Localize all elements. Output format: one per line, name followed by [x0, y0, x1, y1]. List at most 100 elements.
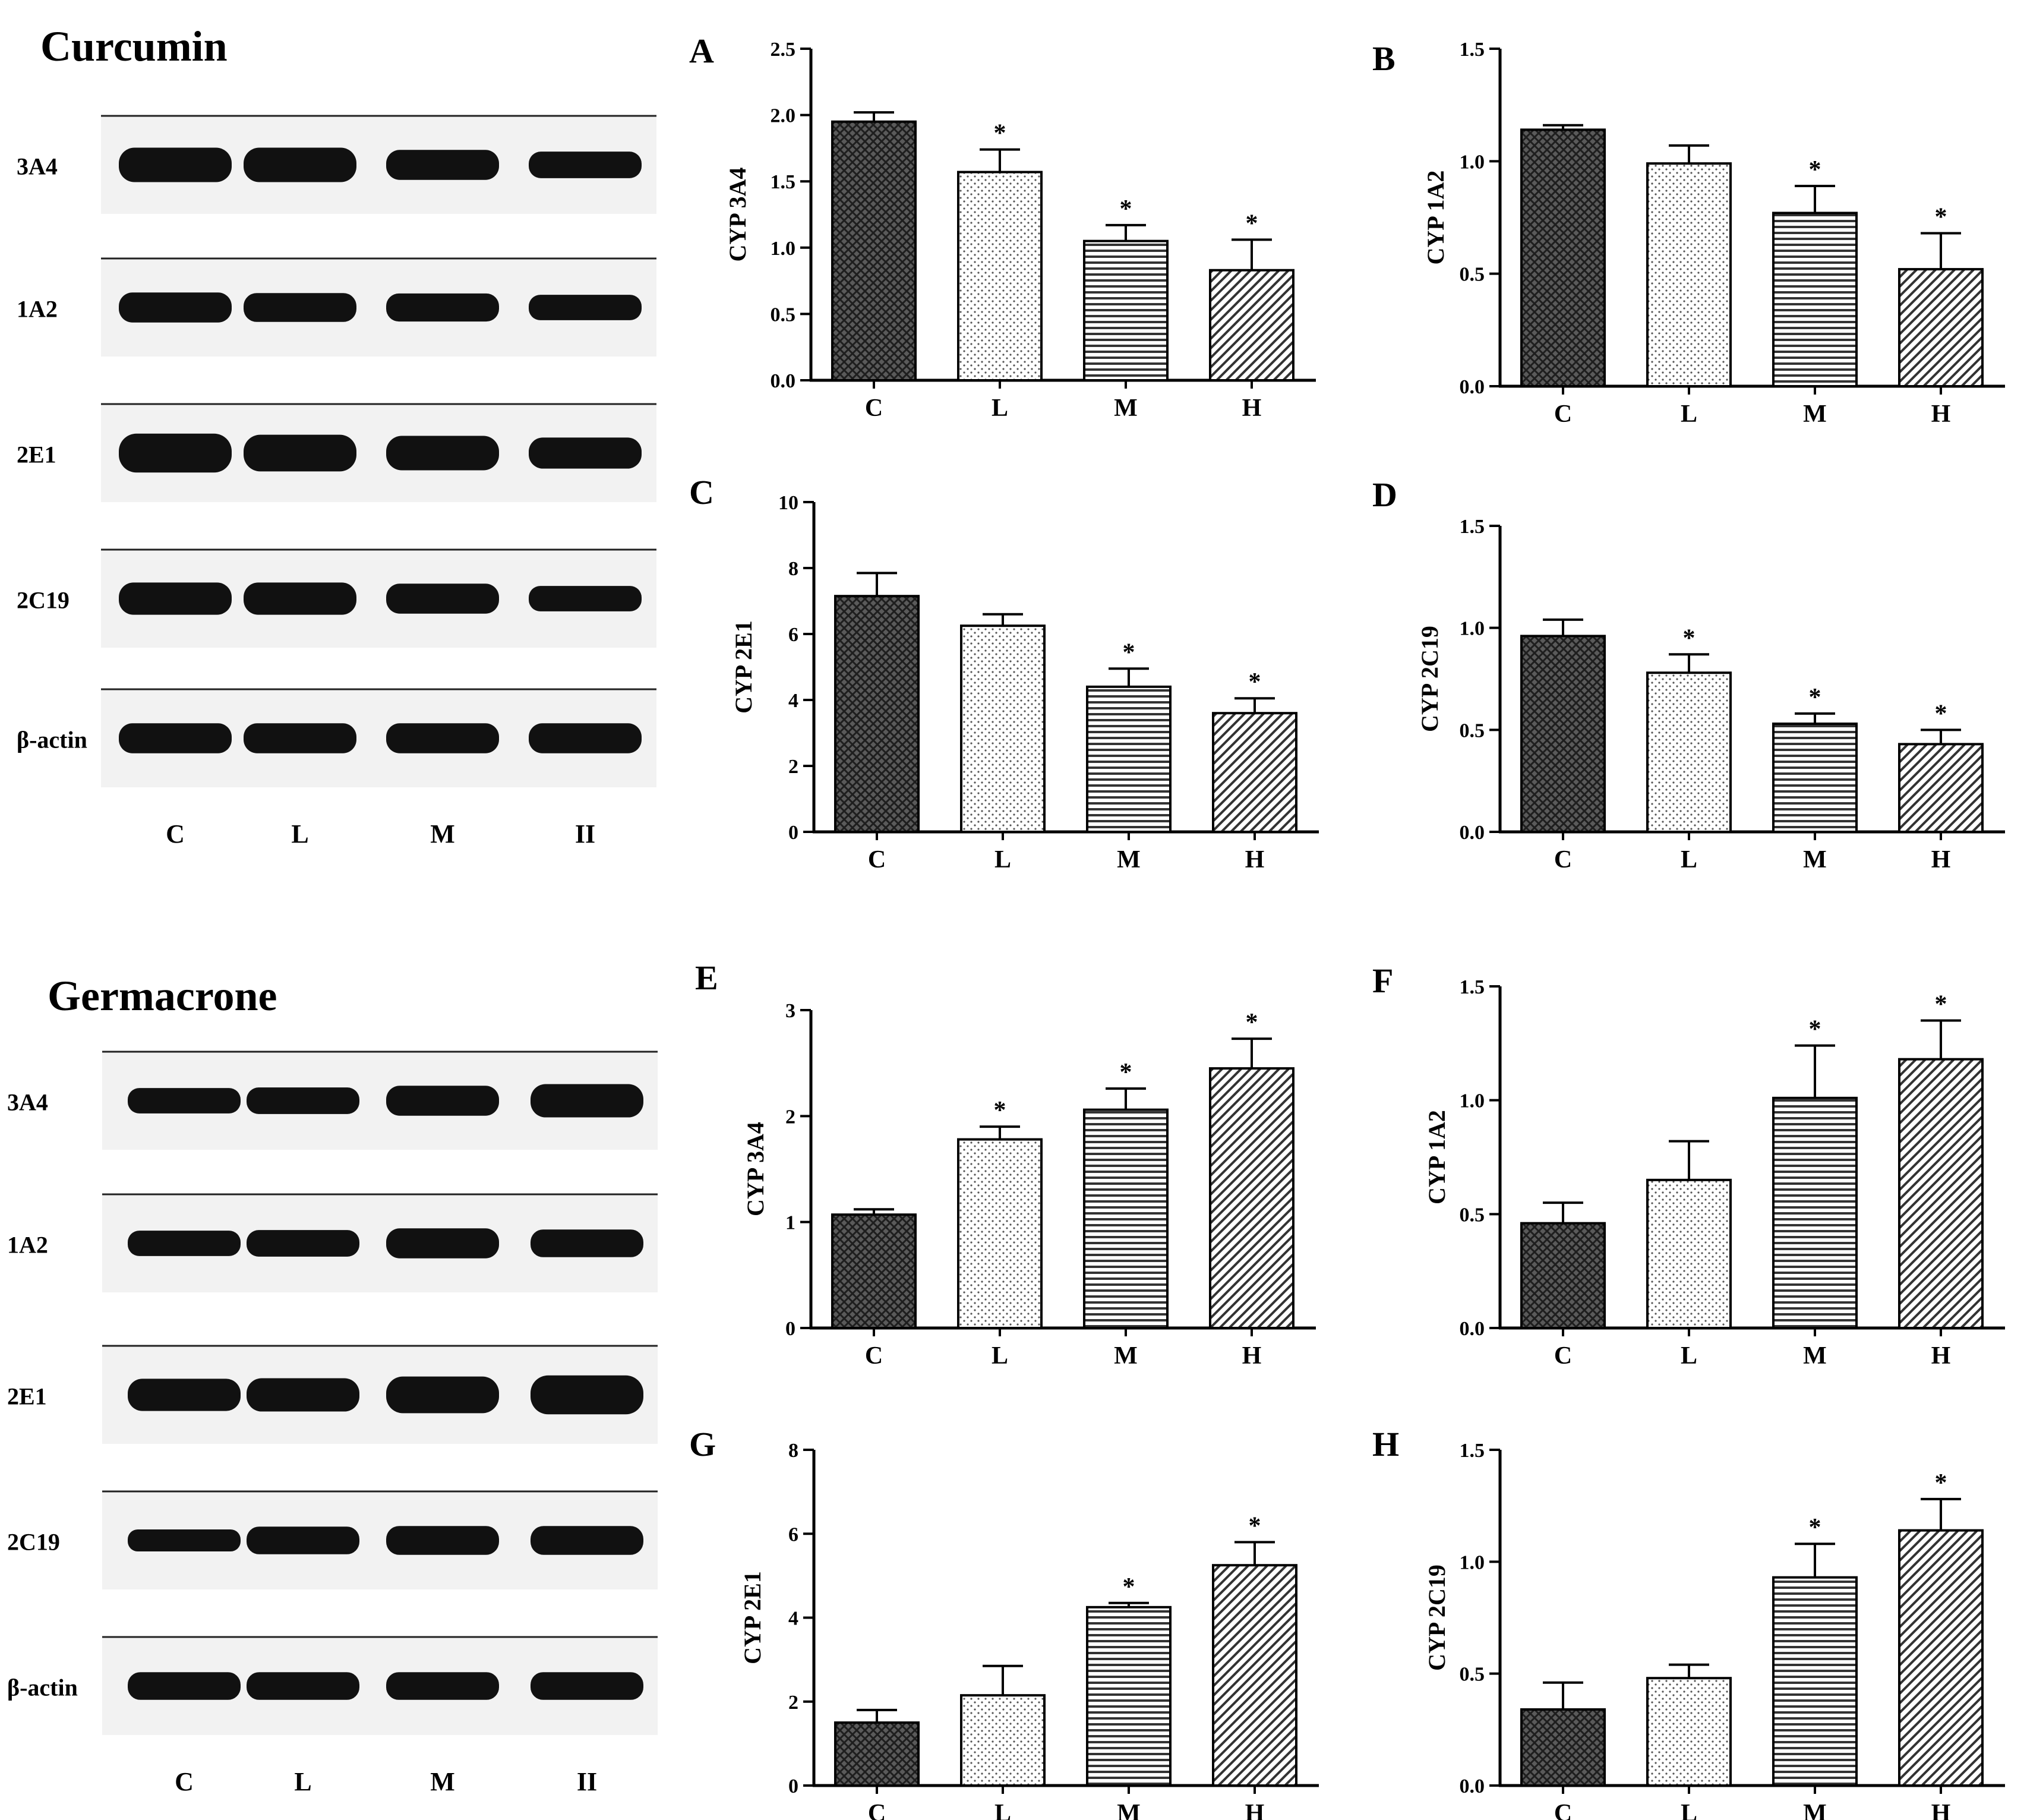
blot-band — [128, 1529, 241, 1552]
blot-band — [244, 147, 356, 182]
y-tick-label: 0.0 — [1460, 1775, 1485, 1797]
y-tick-label: 1.0 — [1460, 151, 1485, 173]
bar — [1898, 1529, 1984, 1787]
blot-row-label: β-actin — [17, 727, 87, 753]
bar — [1520, 1222, 1606, 1330]
y-tick-label: 2 — [788, 756, 798, 778]
bar — [1898, 1058, 1984, 1329]
blot-row-label: 2E1 — [7, 1383, 47, 1410]
blot-row-label: β-actin — [7, 1674, 78, 1701]
x-tick-label: M — [1117, 846, 1141, 873]
blot-band — [386, 436, 499, 471]
bar — [1646, 1677, 1732, 1787]
blot-band — [244, 434, 356, 472]
bar — [1772, 1096, 1858, 1330]
blot-row: β-actin — [7, 1636, 658, 1735]
x-tick-label: M — [1117, 1800, 1141, 1820]
blot-band — [247, 1526, 359, 1554]
y-axis-label: CYP 1A2 — [1423, 1110, 1450, 1204]
blot-band — [119, 292, 232, 323]
x-tick-label: L — [994, 846, 1011, 873]
y-tick-label: 0.0 — [1460, 822, 1485, 844]
bar — [834, 595, 920, 833]
x-tick-label: H — [1242, 395, 1262, 422]
blot-band — [128, 1379, 241, 1411]
blot-band — [247, 1378, 359, 1412]
bar — [1646, 162, 1732, 387]
panel-letter: B — [1372, 39, 1395, 78]
x-tick-label: L — [992, 395, 1008, 422]
y-tick-label: 8 — [788, 1440, 798, 1462]
x-tick-label: H — [1931, 846, 1951, 873]
blot-band — [529, 152, 642, 178]
x-tick-label: C — [865, 395, 883, 422]
x-tick-label: H — [1242, 1342, 1262, 1370]
y-tick-label: 0.0 — [771, 370, 796, 392]
chart-panel-B: B CYP 1A2 0.0 0.5 1.0 1.5 C L * M * H — [1372, 39, 2005, 428]
significance-marker: * — [1683, 624, 1696, 652]
y-tick-label: 6 — [788, 1523, 798, 1545]
y-axis-label: CYP 1A2 — [1422, 171, 1449, 265]
bar — [1086, 685, 1172, 834]
x-tick-label: M — [1803, 1342, 1827, 1370]
blot-row: β-actin — [17, 688, 656, 787]
blot-band — [119, 723, 232, 753]
blot-band — [386, 293, 499, 322]
panel-letter: G — [689, 1425, 716, 1463]
bar — [1212, 712, 1297, 833]
blot-band — [386, 583, 499, 614]
blot-band — [386, 1376, 499, 1414]
lane-label: II — [575, 819, 595, 849]
x-tick-label: H — [1245, 1800, 1265, 1820]
y-tick-label: 1.0 — [771, 238, 796, 260]
significance-marker: * — [994, 1097, 1006, 1124]
y-tick-label: 1.5 — [1460, 516, 1485, 538]
x-tick-label: H — [1245, 846, 1265, 873]
y-tick-label: 4 — [788, 1608, 798, 1630]
bar — [960, 1694, 1046, 1787]
blot-row-label: 3A4 — [7, 1089, 48, 1116]
x-tick-label: L — [1681, 1800, 1697, 1820]
blot-band — [529, 723, 642, 753]
y-tick-label: 0 — [785, 1318, 795, 1340]
chart-panel-G: G CYP 2E1 0 2 4 6 8 C L * M * H — [689, 1425, 1319, 1820]
bar — [1086, 1605, 1172, 1787]
blot-row: 1A2 — [7, 1193, 658, 1292]
y-tick-label: 1.5 — [1460, 976, 1485, 998]
significance-marker: * — [1935, 204, 1947, 231]
significance-marker: * — [1246, 210, 1258, 237]
bar — [831, 1213, 917, 1330]
blot-band — [128, 1672, 241, 1700]
lane-label: II — [577, 1767, 597, 1796]
significance-marker: * — [1120, 1059, 1132, 1086]
chart-panel-H: H CYP 2C19 0.0 0.5 1.0 1.5 C L * M * H — [1372, 1425, 2005, 1820]
x-tick-label: L — [1681, 400, 1697, 428]
y-tick-label: 4 — [788, 690, 798, 712]
x-tick-label: L — [992, 1342, 1008, 1370]
y-tick-label: 1 — [785, 1212, 795, 1234]
blot-band — [531, 1672, 643, 1700]
x-tick-label: M — [1803, 846, 1827, 873]
y-axis-label: CYP 3A4 — [742, 1122, 769, 1216]
y-tick-label: 1.5 — [1460, 39, 1485, 61]
bar — [831, 120, 917, 381]
x-tick-label: C — [868, 846, 886, 873]
lane-label: C — [166, 819, 185, 849]
significance-marker: * — [1809, 156, 1821, 184]
blot-band — [531, 1084, 643, 1118]
y-tick-label: 0.5 — [1460, 720, 1485, 742]
bar — [1520, 1708, 1606, 1787]
blot-row: 2E1 — [7, 1345, 658, 1444]
lane-label: L — [294, 1767, 311, 1796]
significance-marker: * — [1249, 668, 1261, 696]
x-tick-label: M — [1114, 395, 1138, 422]
significance-marker: * — [994, 120, 1006, 147]
significance-marker: * — [1809, 684, 1821, 711]
x-tick-label: L — [1681, 846, 1697, 873]
blot-band — [128, 1231, 241, 1256]
panel-letter: D — [1372, 475, 1397, 514]
bar — [960, 624, 1046, 833]
blot-row: 2E1 — [17, 403, 656, 502]
y-tick-label: 0 — [788, 822, 798, 844]
